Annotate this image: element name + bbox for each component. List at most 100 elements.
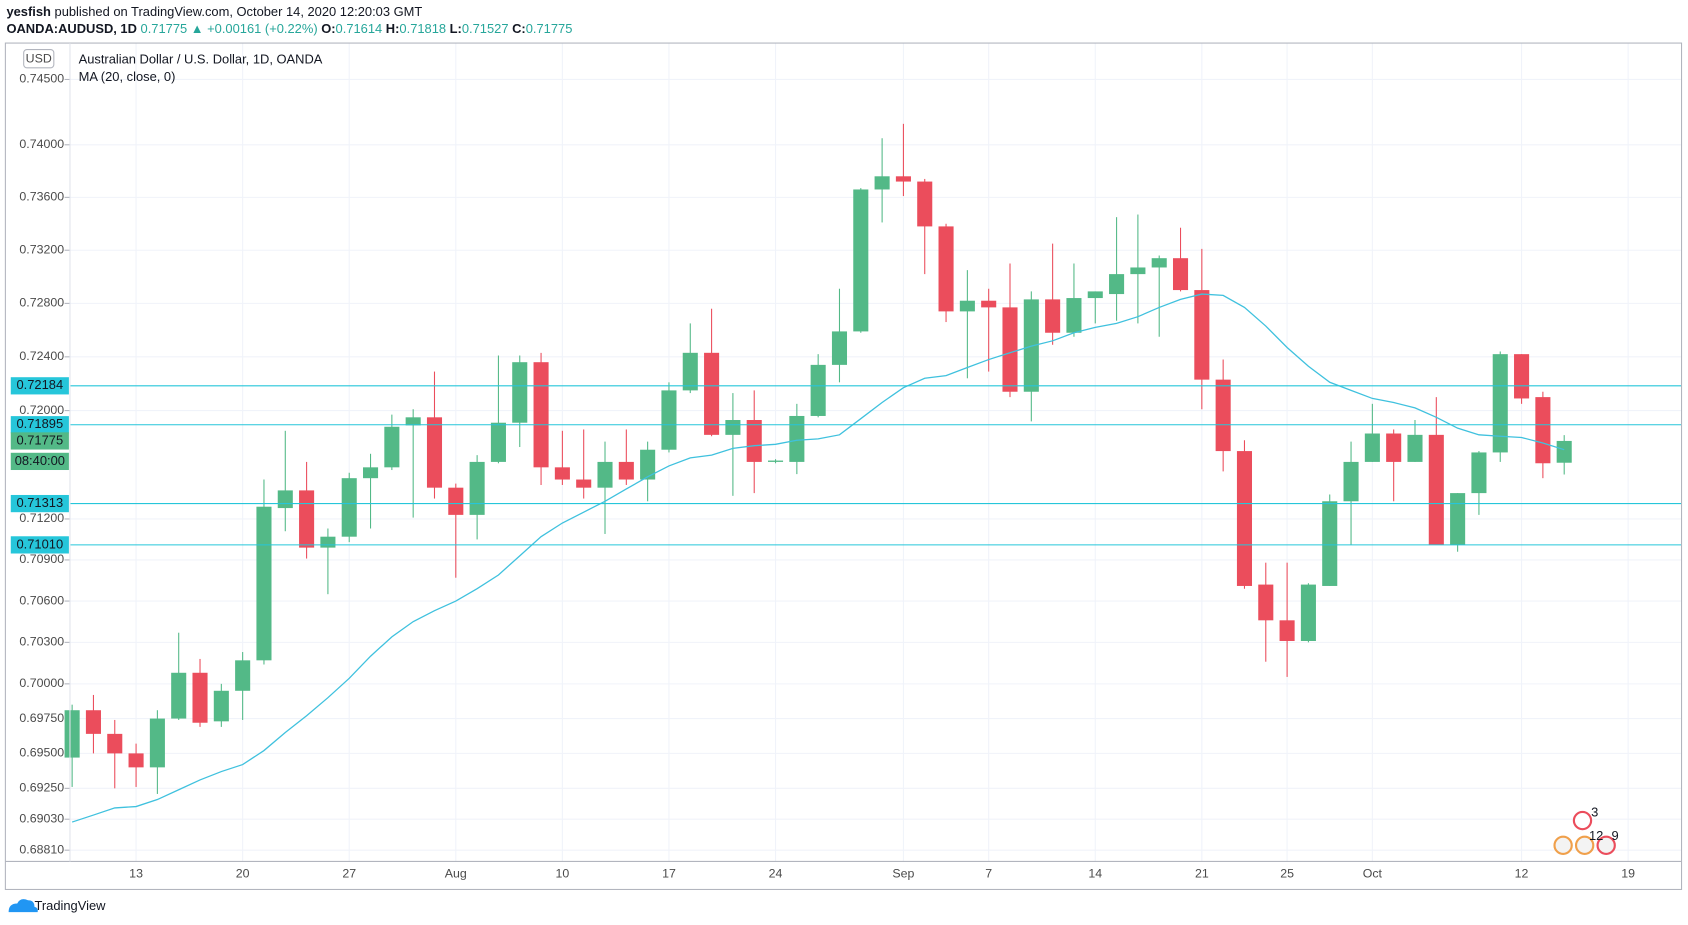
legend-ma: MA (20, close, 0) [79, 69, 176, 84]
ohlc-label: O: [321, 22, 335, 37]
publish-line: yesfish published on TradingView.com, Oc… [6, 4, 422, 19]
candle-body [299, 490, 315, 548]
y-tick-label: 0.70900 [19, 552, 64, 566]
candle-body [1215, 379, 1231, 452]
countdown: 08:40:00 [15, 453, 65, 468]
candle-body [1151, 258, 1167, 268]
candle-body [1066, 298, 1082, 333]
x-tick-label: Oct [1363, 867, 1383, 881]
candle-body [64, 710, 80, 758]
candle-body [426, 417, 443, 488]
symbol-line: OANDA:AUDUSD, 1D 0.71775 ▲ +0.00161 (+0.… [6, 22, 572, 37]
price-label: 0.71895 [17, 416, 64, 431]
candle-body [405, 417, 421, 426]
x-tick-label: 20 [236, 867, 250, 881]
y-tick-label: 0.70600 [19, 593, 64, 607]
pane-border [4, 42, 1683, 891]
y-tick-label: 0.69500 [19, 746, 64, 760]
candle-body [1300, 584, 1316, 641]
candle-body [448, 487, 464, 515]
candle-body [746, 420, 762, 462]
candle-body [235, 660, 251, 691]
close-value: 0.71775 [526, 22, 573, 37]
candle-body [363, 467, 379, 479]
candle-body [128, 753, 144, 768]
candle-body [1002, 307, 1018, 392]
candle-body [512, 362, 528, 423]
price-label: 0.71313 [17, 495, 64, 510]
candle-body [831, 331, 848, 365]
ohlc-label: L: [450, 22, 462, 37]
y-tick-label: 0.69250 [19, 781, 64, 795]
candle-body [554, 467, 570, 480]
events: 3 12 9 [1553, 804, 1619, 856]
candle-body [1514, 354, 1530, 399]
price-label-box [10, 416, 69, 434]
candle-body [384, 426, 400, 468]
candle-body [171, 672, 187, 719]
candle-body [704, 352, 720, 435]
candle-body [1236, 451, 1253, 586]
low-value: 0.71527 [462, 22, 509, 37]
countdown-box [10, 452, 69, 471]
candle-body [1556, 440, 1572, 463]
candle-body [767, 460, 784, 462]
legend-title: Australian Dollar / U.S. Dollar, 1D, OAN… [79, 52, 323, 67]
x-tick-label: 14 [1088, 867, 1102, 881]
current-price-box [10, 432, 69, 450]
candle-body [469, 461, 485, 515]
y-tick-label: 0.69750 [19, 711, 64, 725]
y-tick-label: 0.72800 [19, 296, 64, 310]
price-label: 0.72184 [17, 377, 64, 392]
event-icon [1572, 810, 1593, 831]
ma-line [71, 293, 1565, 823]
candle-body [1492, 354, 1508, 453]
candle-body [107, 733, 123, 754]
x-tick-label: 10 [555, 867, 569, 881]
open-value: 0.71614 [336, 22, 383, 37]
y-tick-label: 0.72400 [19, 349, 64, 363]
candle-body [917, 181, 933, 227]
footer: TradingView [8, 898, 106, 913]
candle-body [1386, 433, 1402, 462]
candle-body [1045, 299, 1061, 333]
y-tick-label: 0.74000 [19, 137, 64, 151]
x-tick-label: 17 [662, 867, 676, 881]
x-tick-label: 7 [985, 867, 992, 881]
candle-body [192, 672, 208, 723]
candle-body [1450, 493, 1466, 545]
overlay: 0.72184 0.71895 0.71313 0.71010 0.71775 08:40… [10, 377, 1682, 554]
plot [64, 123, 1572, 823]
change: ▲ +0.00161 (+0.22%) [191, 22, 318, 37]
y-tick-label: 0.71200 [19, 511, 64, 525]
x-tick-label: 27 [342, 867, 356, 881]
candle-body [85, 710, 101, 734]
candle-body [256, 506, 272, 661]
current-price-label: 0.71775 [17, 432, 64, 447]
price-label-box [10, 377, 69, 395]
candle-body [853, 189, 869, 332]
currency: USD [26, 51, 52, 65]
candle-body [1322, 501, 1338, 586]
x-tick-label: Aug [445, 867, 467, 881]
event-count: 12 [1589, 828, 1603, 843]
candle-body [576, 479, 592, 488]
author: yesfish [6, 4, 51, 19]
y-tick-label: 0.70000 [19, 676, 64, 690]
event-icon [1553, 835, 1573, 856]
candle-body [341, 478, 357, 537]
price-label-box [10, 494, 69, 513]
x-tick-label: 13 [129, 867, 143, 881]
y-tick-label: 0.69030 [19, 811, 64, 825]
currency-box [23, 48, 55, 69]
candle-body [618, 461, 634, 480]
price-label-box [10, 536, 69, 554]
x-tick-label: Sep [892, 867, 914, 881]
grid: 0.74500 0.74000 0.73600 0.73200 0.72800 0.724… [19, 43, 1682, 881]
x-tick-label: 24 [769, 867, 783, 881]
x-tick-label: 19 [1621, 867, 1635, 881]
candle-body [320, 536, 336, 548]
candle-body [597, 461, 613, 488]
